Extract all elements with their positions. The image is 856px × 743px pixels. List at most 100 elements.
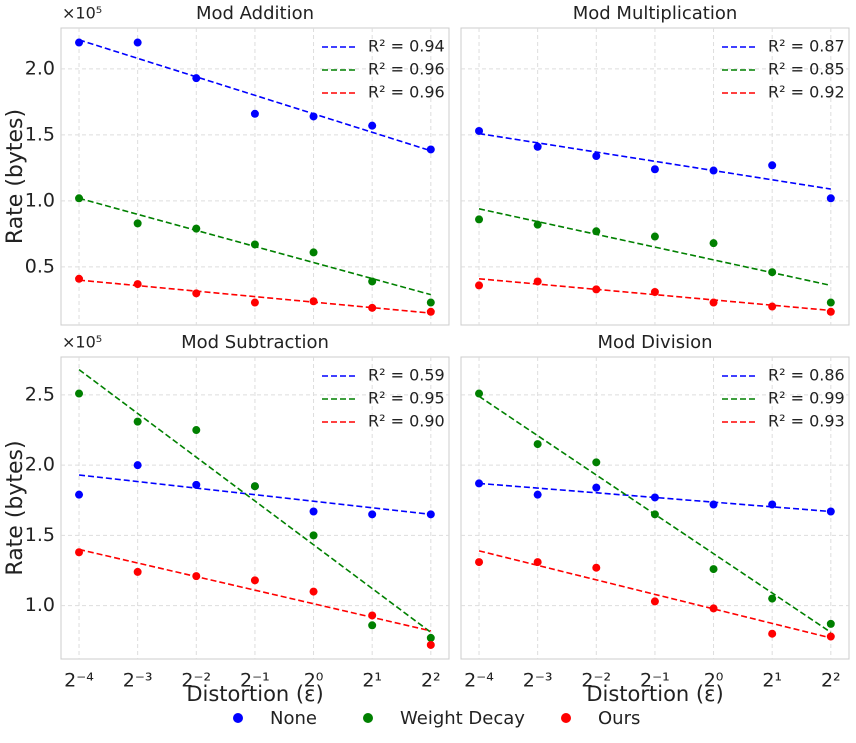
point: [133, 567, 142, 576]
fit-line: [78, 474, 431, 516]
x-axis-label: Distortion (ε): [586, 682, 723, 706]
point: [426, 510, 435, 519]
point: [75, 389, 84, 398]
y-offset-label: ×10⁵: [62, 4, 102, 23]
x-tick-label: 2⁻¹: [240, 670, 270, 692]
point: [368, 510, 377, 519]
point: [709, 239, 718, 248]
fit-line: [78, 39, 432, 152]
point: [826, 619, 835, 628]
point: [592, 483, 601, 492]
point: [533, 440, 542, 449]
x-tick-label: 2²: [421, 670, 441, 692]
point: [826, 194, 835, 203]
point: [592, 227, 601, 236]
point: [826, 507, 835, 516]
fit-line: [478, 550, 831, 639]
point: [709, 166, 718, 175]
panel: 2⁻⁴ 2⁻³ 2⁻² 2⁻¹ 2⁰ 2¹ 2² Mod Division Distortion…: [460, 332, 850, 706]
point: [533, 277, 542, 286]
x-tick-label: 2⁻²: [181, 670, 211, 692]
point: [768, 500, 777, 509]
point: [426, 640, 435, 649]
point: [826, 632, 835, 641]
point: [250, 240, 259, 249]
point: [650, 288, 659, 296]
point: [426, 633, 435, 642]
point: [768, 629, 777, 638]
point: [250, 482, 259, 491]
legend-label: R² = 0.90: [368, 412, 445, 431]
legend-marker: [363, 713, 373, 723]
legend-label: R² = 0.85: [768, 60, 845, 79]
point: [192, 426, 201, 435]
point: [250, 109, 259, 118]
legend-label: R² = 0.96: [368, 83, 445, 102]
point: [826, 307, 835, 316]
panel-title: Mod Addition: [196, 3, 314, 24]
point: [826, 298, 835, 307]
point: [426, 145, 435, 154]
x-tick-label: 2¹: [362, 670, 382, 692]
y-tick-label: 1.5: [25, 524, 55, 546]
legend-label: Weight Decay: [400, 708, 525, 729]
point: [75, 194, 84, 203]
point: [192, 74, 201, 83]
point: [368, 303, 377, 312]
point: [768, 594, 777, 603]
x-tick-label: 2²: [821, 670, 841, 692]
point: [768, 161, 777, 170]
y-offset-label: ×10⁵: [62, 333, 102, 352]
legend-label: R² = 0.94: [368, 37, 445, 56]
x-tick-label: 2⁻¹: [640, 670, 670, 692]
point: [709, 298, 718, 307]
point: [533, 220, 542, 229]
y-tick-label: 2.0: [25, 57, 55, 79]
x-axis-label: Distortion (ε): [186, 682, 323, 706]
fit-line: [78, 369, 432, 633]
point: [309, 507, 318, 516]
point: [192, 289, 201, 298]
panel: 0.5 1.0 1.5 2.0 Mod Addition ×10⁵ Rate (bytes)…: [3, 3, 450, 326]
point: [133, 417, 142, 426]
point: [309, 112, 318, 121]
panel: Mod Multiplication R² = 0.87 R² = 0.85 R² =…: [460, 3, 850, 326]
point: [592, 563, 601, 572]
point: [592, 285, 601, 294]
point: [650, 165, 659, 174]
point: [309, 531, 318, 540]
panel: 2⁻⁴ 2⁻³ 2⁻² 2⁻¹ 2⁰ 2¹ 2² 1.0 1.5 2.0 2.5 Mod Subtra…: [3, 332, 450, 706]
point: [709, 565, 718, 574]
y-tick-label: 1.5: [25, 123, 55, 145]
legend-label: R² = 0.86: [768, 366, 845, 385]
point: [768, 302, 777, 311]
point: [533, 558, 542, 567]
point: [133, 219, 142, 228]
point: [533, 142, 542, 151]
point: [133, 280, 142, 289]
point: [475, 389, 484, 398]
point: [368, 621, 377, 630]
point: [709, 604, 718, 613]
legend-label: R² = 0.87: [768, 37, 845, 56]
point: [75, 548, 84, 557]
point: [192, 224, 201, 233]
point: [650, 493, 659, 502]
x-tick-label: 2⁻⁴: [464, 670, 494, 692]
point: [768, 268, 777, 277]
point: [475, 281, 484, 290]
legend-label: R² = 0.92: [768, 83, 845, 102]
y-tick-label: 2.5: [25, 383, 55, 405]
point: [309, 587, 318, 596]
point: [75, 490, 84, 499]
point: [250, 298, 259, 307]
point: [475, 215, 484, 224]
point: [250, 576, 259, 585]
point: [133, 38, 142, 47]
legend-label: R² = 0.93: [768, 412, 845, 431]
point: [650, 232, 659, 241]
x-tick-label: 2⁰: [304, 670, 324, 692]
point: [475, 479, 484, 488]
y-tick-label: 0.5: [25, 255, 55, 277]
panel-title: Mod Subtraction: [181, 332, 329, 353]
